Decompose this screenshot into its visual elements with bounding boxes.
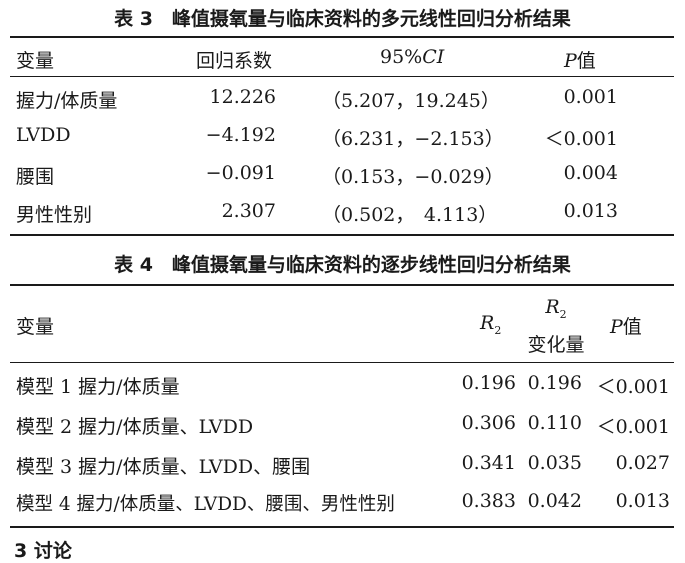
- table3-header-ci: 95%CI: [380, 46, 444, 68]
- table4-row-2-r2c: 0.110: [527, 412, 582, 434]
- table4-header-p: P值: [610, 312, 642, 339]
- table4-header-r2: R2: [480, 312, 501, 337]
- table4-header-p-it: P: [610, 316, 623, 338]
- table3-row-4-coef: 2.307: [221, 200, 276, 222]
- table3-header-var: 变量: [16, 50, 55, 72]
- table4-header-rule: [10, 362, 674, 363]
- table4-row-2-r2: 0.306: [461, 412, 516, 434]
- table4-header-r2c-txt: 变化量: [527, 333, 585, 356]
- table4-header-r2-sub: 2: [494, 323, 502, 337]
- table3-header-ci-num: 95%: [380, 46, 423, 68]
- table4-title: 表 4 峰值摄氧量与临床资料的逐步线性回归分析结果: [114, 254, 571, 276]
- table3-row-3-var: 腰围: [16, 166, 55, 188]
- table3-row-4-var: 男性性别: [16, 204, 93, 226]
- table3-row-2-var: LVDD: [16, 124, 71, 146]
- table3-row-3-ci: （0.153，−0.029）: [322, 166, 504, 188]
- table3-header-p-it: P: [564, 50, 577, 72]
- table4-header-p-txt: 值: [622, 316, 642, 338]
- table3-row-1-coef: 12.226: [209, 86, 276, 108]
- table4-row-2-var: 模型 2 握力/体质量、LVDD: [16, 416, 254, 438]
- table4-row-4-var: 模型 4 握力/体质量、LVDD、腰围、男性性别: [16, 494, 395, 515]
- table3-top-rule: [10, 36, 674, 38]
- table4-header-r2c-sub: 2: [559, 307, 567, 321]
- table4-row-4-r2c: 0.042: [527, 490, 582, 512]
- table3-header-p: P值: [564, 46, 596, 73]
- table4-header-r2c-it: R: [545, 296, 560, 318]
- table4-row-4-p: 0.013: [615, 490, 670, 512]
- table4-row-1-r2: 0.196: [461, 372, 516, 394]
- table4-header-r2-it: R: [480, 312, 495, 334]
- table3-row-4-ci: （0.502， 4.113）: [322, 204, 498, 226]
- table4-top-rule: [10, 284, 674, 286]
- table3-row-2-p: ＜0.001: [544, 128, 618, 150]
- table3-header-ci-it: CI: [422, 46, 445, 68]
- table4-header-r2-change: R2 变化量: [514, 292, 598, 360]
- table4-row-1-p: ＜0.001: [596, 376, 670, 398]
- table3-row-4-p: 0.013: [563, 200, 618, 222]
- table3-row-1-ci: （5.207，19.245）: [322, 90, 500, 112]
- table3-header-rule: [10, 76, 674, 77]
- table3-row-1-var: 握力/体质量: [16, 90, 118, 112]
- table4-row-1-var: 模型 1 握力/体质量: [16, 376, 180, 398]
- table4-header-var: 变量: [16, 316, 55, 338]
- table4-row-1-r2c: 0.196: [527, 372, 582, 394]
- table3-row-3-coef: −0.091: [205, 162, 276, 184]
- table4-row-3-r2: 0.341: [461, 452, 516, 474]
- table4-row-3-var: 模型 3 握力/体质量、LVDD、腰围: [16, 456, 311, 478]
- table4-row-2-p: ＜0.001: [596, 416, 670, 438]
- table3-row-2-coef: −4.192: [205, 124, 276, 146]
- table3-row-3-p: 0.004: [563, 162, 618, 184]
- table3-title: 表 3 峰值摄氧量与临床资料的多元线性回归分析结果: [114, 8, 571, 30]
- table4-row-3-p: 0.027: [615, 452, 670, 474]
- table3-header-p-txt: 值: [576, 50, 596, 72]
- next-section-heading: 3 讨论: [14, 540, 72, 562]
- table3-row-2-ci: （6.231，−2.153）: [322, 128, 504, 150]
- table4-bottom-rule: [10, 526, 674, 528]
- table4-row-4-r2: 0.383: [461, 490, 516, 512]
- table3-header-coef: 回归系数: [196, 50, 273, 72]
- table3-bottom-rule: [10, 234, 674, 236]
- table3-row-1-p: 0.001: [563, 86, 618, 108]
- table4-row-3-r2c: 0.035: [527, 452, 582, 474]
